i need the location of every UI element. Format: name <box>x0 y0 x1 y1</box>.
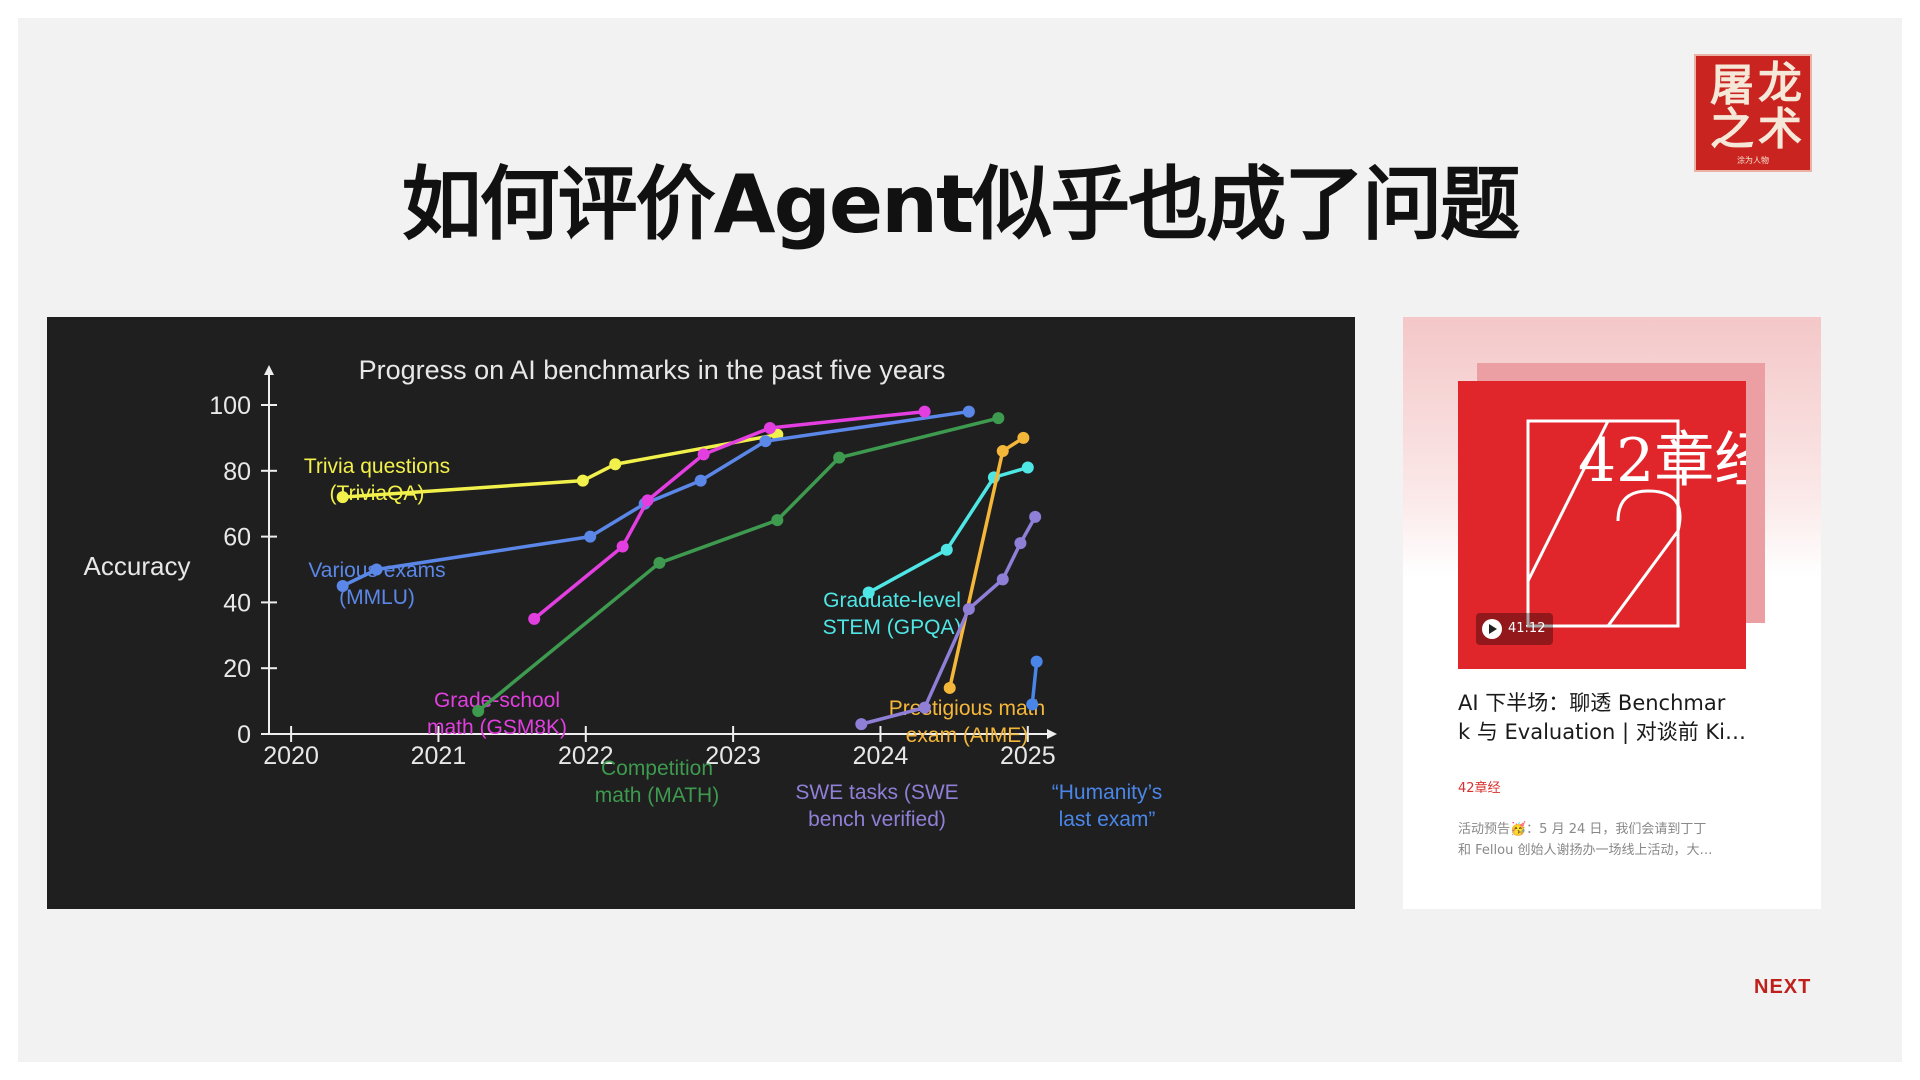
data-point <box>862 586 875 599</box>
data-point <box>528 612 541 625</box>
data-point <box>943 681 956 694</box>
y-tick-label: 100 <box>209 392 251 420</box>
series-label: bench verified) <box>808 808 946 831</box>
series-label: Graduate-level <box>823 589 961 612</box>
data-point <box>1017 431 1030 444</box>
series-label: math (MATH) <box>595 784 719 807</box>
description-line: 活动预告🥳：5 月 24 日，我们会请到丁丁 <box>1458 822 1707 837</box>
logo-char: 龙 <box>1758 58 1802 109</box>
data-point <box>996 445 1009 458</box>
y-tick-label: 80 <box>223 458 251 486</box>
next-button[interactable]: NEXT <box>1754 976 1812 998</box>
series-label: Grade-school <box>434 689 560 712</box>
x-tick-label: 2022 <box>558 742 614 770</box>
logo-subtitle: 涂为人物 <box>1737 156 1769 165</box>
data-point <box>962 405 975 418</box>
y-tick-label: 0 <box>237 721 251 749</box>
series-label: (TriviaQA) <box>330 482 425 505</box>
series-line <box>342 432 778 499</box>
data-point <box>336 491 349 504</box>
data-point <box>1014 537 1027 550</box>
video-title-line: k 与 Evaluation | 对谈前 Ki… <box>1458 720 1747 744</box>
benchmark-chart: Progress on AI benchmarks in the past fi… <box>47 317 1355 909</box>
series-line <box>533 409 925 621</box>
data-point <box>759 435 772 448</box>
data-point <box>370 563 383 576</box>
data-point <box>697 448 710 461</box>
y-axis-label: Accuracy <box>84 551 191 581</box>
video-title[interactable]: AI 下半场：聊透 Benchmar k 与 Evaluation | 对谈前 … <box>1458 689 1778 747</box>
data-point <box>609 458 622 471</box>
y-tick-label: 40 <box>223 589 251 617</box>
page-title: 如何评价Agent似乎也成了问题 <box>401 158 1521 251</box>
series-line <box>867 465 1029 595</box>
logo-char: 屠 <box>1710 60 1754 111</box>
video-thumbnail[interactable]: 42章经 41:12 <box>1458 381 1774 669</box>
data-point <box>763 422 776 435</box>
chart-title: Progress on AI benchmarks in the past fi… <box>359 355 946 385</box>
x-tick-label: 2023 <box>705 742 761 770</box>
data-point <box>918 405 931 418</box>
data-point <box>584 530 597 543</box>
data-point <box>653 556 666 569</box>
series-label: math (GSM8K) <box>427 716 567 739</box>
x-tick-label: 2021 <box>411 742 467 770</box>
play-icon <box>1482 619 1502 639</box>
x-tick-label: 2020 <box>263 742 319 770</box>
data-point <box>694 474 707 487</box>
y-tick-label: 20 <box>223 655 251 683</box>
series-label: “Humanity’s <box>1052 781 1162 804</box>
series-line <box>1030 661 1039 705</box>
chart-svg: Progress on AI benchmarks in the past fi… <box>84 355 1163 831</box>
series-label: (MMLU) <box>339 586 415 609</box>
data-point <box>336 579 349 592</box>
brand-logo: 屠 龙 之 术 涂为人物 <box>1694 54 1812 172</box>
video-title-line: AI 下半场：聊透 Benchmar <box>1458 691 1726 715</box>
data-point <box>472 704 485 717</box>
series-label: Various exams <box>308 559 445 582</box>
series-label: SWE tasks (SWE <box>795 781 958 804</box>
data-point <box>962 602 975 615</box>
series-label: Trivia questions <box>304 455 450 478</box>
duration-label: 41:12 <box>1508 621 1546 636</box>
data-point <box>771 514 784 527</box>
data-point <box>616 540 629 553</box>
cover-logo-icon: 42章经 <box>1526 419 1774 628</box>
video-card[interactable]: 42章经 41:12 AI 下半场：聊透 Benchmar k 与 Evalua… <box>1403 317 1821 909</box>
cover-text: 42章经 <box>1578 426 1746 496</box>
series-label: Prestigious math <box>889 697 1045 720</box>
y-axis-arrow <box>264 365 274 375</box>
data-point <box>996 573 1009 586</box>
data-point <box>641 494 654 507</box>
data-point <box>1030 655 1043 668</box>
data-point <box>1021 461 1034 474</box>
x-tick-label: 2025 <box>1000 742 1056 770</box>
data-point <box>918 701 931 714</box>
y-tick-label: 60 <box>223 524 251 552</box>
data-point <box>576 474 589 487</box>
logo-char: 术 <box>1758 104 1802 155</box>
series-label: last exam” <box>1059 808 1156 831</box>
x-tick-label: 2024 <box>853 742 909 770</box>
series-label: exam (AIME) <box>906 724 1029 747</box>
data-point <box>855 718 868 731</box>
video-description: 活动预告🥳：5 月 24 日，我们会请到丁丁 和 Fellou 创始人谢扬办一场… <box>1458 819 1768 861</box>
series-label: STEM (GPQA) <box>823 616 962 639</box>
data-point <box>940 543 953 556</box>
description-line: 和 Fellou 创始人谢扬办一场线上活动，大… <box>1458 843 1713 858</box>
data-point <box>1029 510 1042 523</box>
video-duration: 41:12 <box>1476 613 1554 645</box>
channel-name[interactable]: 42章经 <box>1458 781 1501 796</box>
data-point <box>992 412 1005 425</box>
logo-char: 之 <box>1710 104 1754 155</box>
data-point <box>1026 698 1039 711</box>
series-label: Competition <box>601 757 713 780</box>
x-axis-arrow <box>1047 729 1057 739</box>
data-point <box>833 451 846 464</box>
